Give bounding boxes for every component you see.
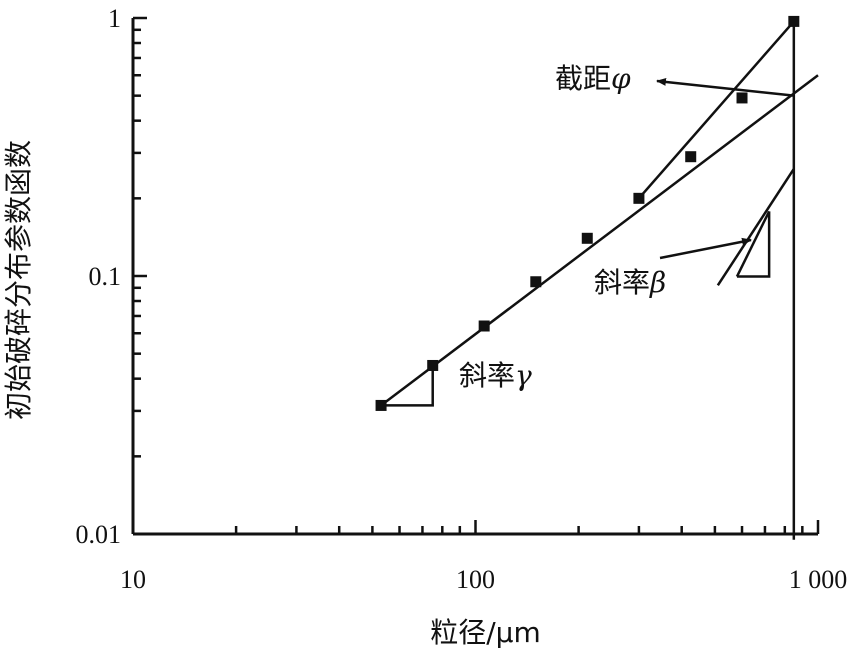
ticks (131, 16, 820, 536)
y-tick-label: 0.01 (76, 520, 122, 549)
intercept-label: 截距φ (555, 62, 631, 95)
intercept-arrow (656, 77, 794, 97)
x-tick-label: 100 (456, 565, 495, 594)
fit-line-3 (716, 168, 795, 287)
fit-line-2 (637, 20, 795, 200)
data-point (788, 15, 800, 27)
data-point (530, 276, 542, 288)
data-point (633, 192, 645, 204)
x-axis-label: 粒径/μm (430, 616, 541, 649)
axes (131, 18, 818, 536)
fit-lines (380, 18, 819, 540)
slope-triangle-beta-hypotenuse (735, 210, 771, 278)
data-point (427, 359, 439, 371)
slope-beta-label: 斜率β (594, 266, 666, 299)
slope-beta-arrow (659, 237, 752, 260)
data-point (581, 232, 593, 244)
x-tick-label: 1 000 (789, 565, 848, 594)
slope-triangle-beta (736, 211, 771, 278)
y-axis-label: 初始破碎分布参数函数 (2, 140, 35, 420)
data-point (478, 320, 490, 332)
y-tick-label: 1 (108, 4, 121, 33)
tick-labels: 10 100 1 000 0.01 0.1 1 (76, 4, 848, 594)
slope-triangle-gamma (381, 365, 434, 407)
x-tick-label: 10 (120, 565, 146, 594)
data-point (685, 151, 697, 163)
data-points (375, 15, 800, 411)
annotations: 截距φ 斜率β 斜率γ (459, 62, 794, 392)
data-point (736, 92, 748, 104)
y-tick-label: 0.1 (89, 262, 122, 291)
slope-gamma-label: 斜率γ (459, 359, 532, 392)
fit-line-1 (380, 74, 819, 407)
data-point (375, 399, 387, 411)
